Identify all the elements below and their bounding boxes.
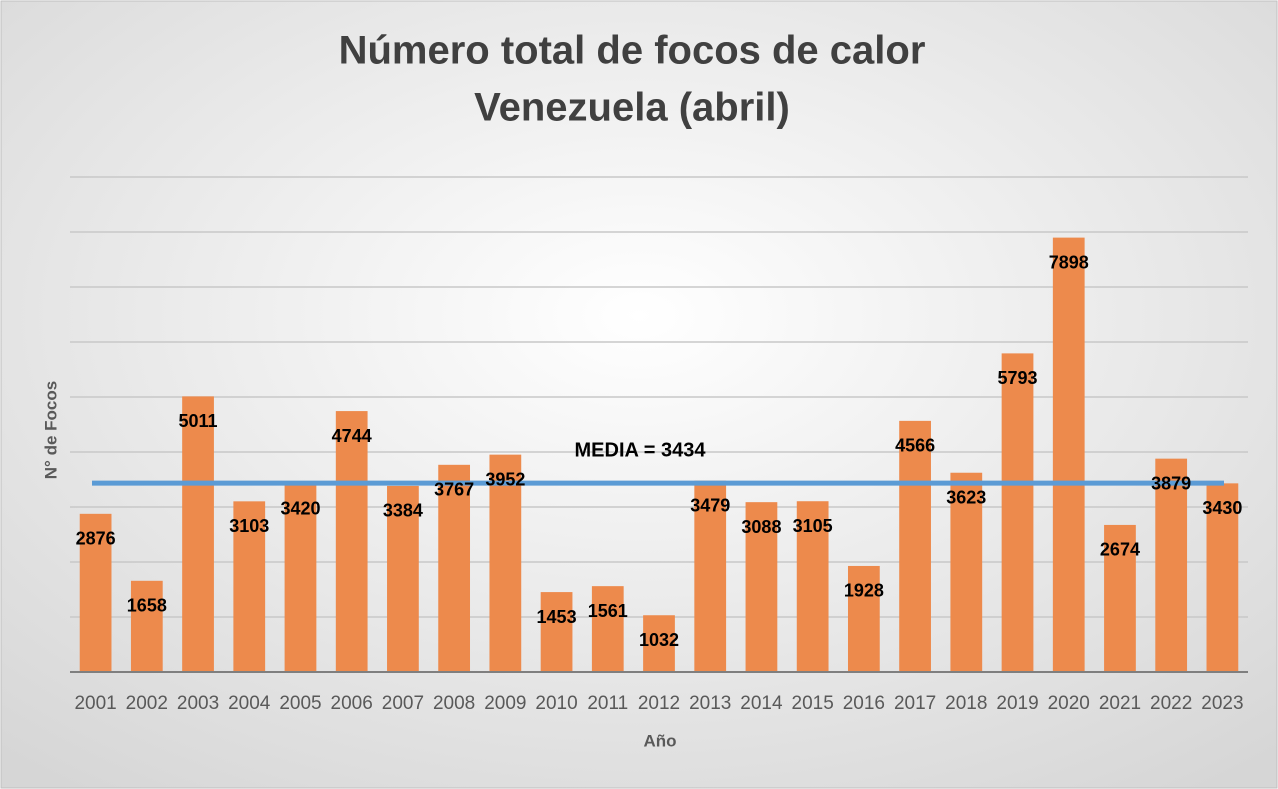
bar [1206, 483, 1239, 672]
x-tick-label: 2017 [894, 693, 936, 714]
bar [335, 411, 368, 672]
x-tick-label: 2018 [945, 693, 987, 714]
x-tick-label: 2015 [792, 693, 834, 714]
bar [796, 501, 829, 672]
data-label: 2674 [1100, 540, 1140, 560]
x-tick-label: 2011 [587, 693, 628, 714]
x-tick-label: 2007 [382, 693, 424, 714]
data-label: 3420 [280, 499, 320, 519]
x-tick-label: 2006 [331, 693, 373, 714]
bar [438, 464, 471, 672]
data-label: 3767 [434, 480, 474, 500]
data-label: 3623 [946, 487, 986, 507]
data-label: 3430 [1202, 498, 1242, 518]
x-tick-label: 2020 [1048, 693, 1090, 714]
bar [694, 480, 727, 672]
x-tick-label: 2008 [433, 693, 475, 714]
x-tick-label: 2023 [1201, 693, 1243, 714]
x-tick-label: 2009 [484, 693, 526, 714]
x-tick-label: 2012 [638, 693, 680, 714]
bar [130, 580, 163, 672]
data-label: 3103 [229, 516, 269, 536]
bar [387, 485, 419, 672]
x-axis-label: Año [643, 731, 676, 750]
data-label: 7898 [1049, 252, 1089, 272]
bar [1155, 458, 1188, 672]
bar [1001, 353, 1034, 672]
data-label: 3879 [1151, 473, 1191, 493]
y-axis-label: N° de Focos [41, 381, 60, 479]
bar [1052, 237, 1085, 673]
data-label: 3384 [383, 501, 423, 521]
x-tick-label: 2021 [1099, 693, 1141, 714]
bar [540, 592, 573, 672]
bar [489, 454, 522, 672]
bar [182, 396, 214, 672]
data-label: 3088 [741, 517, 781, 537]
x-tick-label: 2016 [843, 693, 885, 714]
x-tick-label: 2013 [689, 693, 731, 714]
x-tick-label: 2003 [177, 693, 219, 714]
bar [1104, 524, 1136, 672]
bar [950, 472, 983, 672]
x-tick-label: 2010 [535, 693, 577, 714]
data-label: 5793 [997, 368, 1037, 388]
x-tick-label: 2014 [740, 693, 783, 714]
chart-title: Número total de focos de calor [339, 29, 926, 73]
bar [233, 501, 266, 672]
mean-label: MEDIA = 3434 [575, 439, 707, 461]
x-tick-label: 2005 [279, 693, 321, 714]
bar [591, 586, 624, 672]
data-label: 3952 [485, 469, 525, 489]
chart-title: Venezuela (abril) [474, 86, 790, 130]
x-tick-label: 2001 [74, 693, 116, 714]
data-label: 1561 [588, 601, 628, 621]
data-label: 3105 [793, 516, 833, 536]
bar [847, 565, 880, 672]
bar [899, 420, 931, 672]
x-tick-label: 2022 [1150, 693, 1192, 714]
bar [745, 502, 778, 672]
bar [284, 483, 317, 672]
data-label: 3479 [690, 495, 730, 515]
bar [79, 513, 112, 672]
x-tick-label: 2002 [126, 693, 168, 714]
data-label: 1032 [639, 630, 679, 650]
x-tick-label: 2019 [996, 693, 1038, 714]
data-label: 4744 [332, 426, 372, 446]
data-label: 1928 [844, 581, 884, 601]
data-label: 4566 [895, 436, 935, 456]
data-label: 1453 [537, 607, 577, 627]
data-label: 2876 [76, 529, 116, 549]
data-label: 1658 [127, 596, 167, 616]
data-label: 5011 [179, 411, 218, 431]
bar [643, 615, 675, 672]
x-tick-label: 2004 [228, 693, 271, 714]
